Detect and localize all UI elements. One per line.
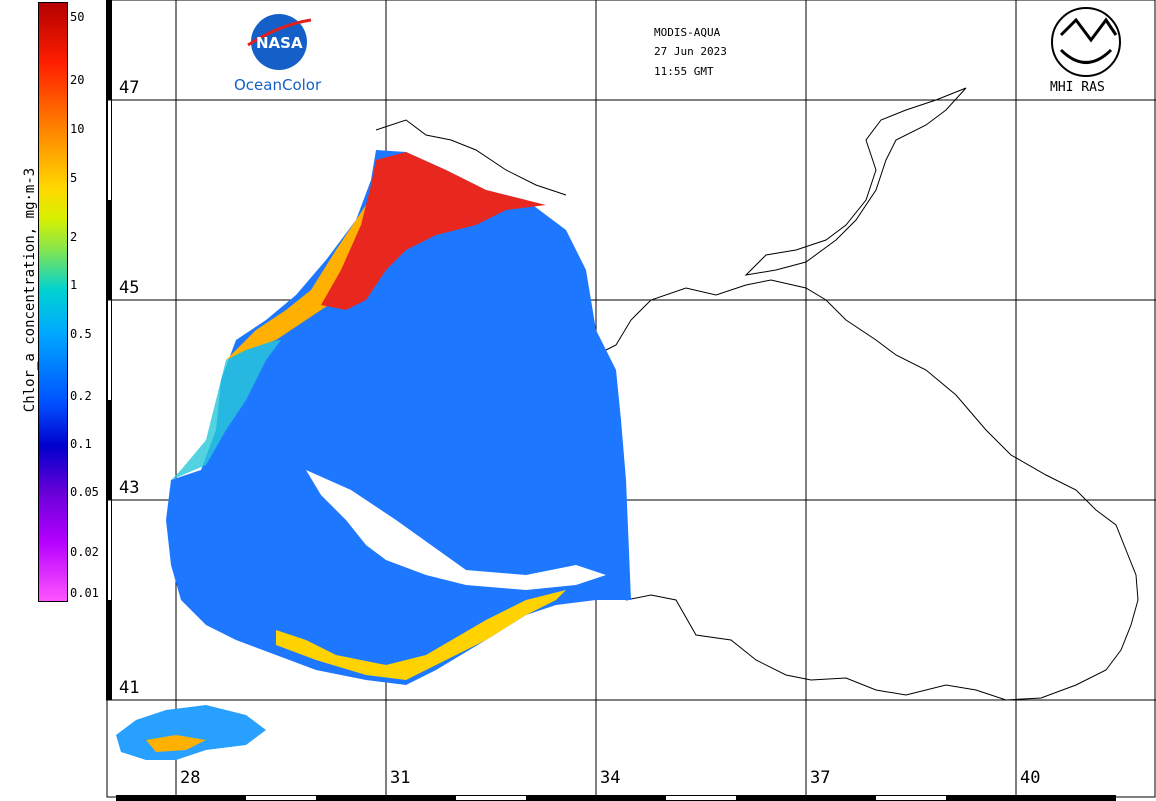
colorbar-tick-label: 0.5 <box>70 327 92 341</box>
colorbar-tick-label: 0.01 <box>70 586 99 600</box>
mhi-ras-logo-icon <box>1051 7 1121 77</box>
coastline-azov <box>744 87 967 276</box>
coastline-north <box>375 119 567 196</box>
latitude-label: 43 <box>119 478 140 498</box>
latitude-label: 41 <box>119 678 140 698</box>
colorbar-tick-label: 50 <box>70 10 85 24</box>
latitude-label: 47 <box>119 78 140 98</box>
chlorophyll-shelf <box>171 340 281 480</box>
longitude-label: 40 <box>1020 768 1041 788</box>
colorbar-title: Chlor_a concentration, mg·m-3 <box>22 167 38 413</box>
graticule <box>106 0 1156 797</box>
date-label: 27 Jun 2023 <box>654 45 727 58</box>
chlorophyll-high <box>321 152 546 310</box>
colorbar-tick-label: 0.2 <box>70 389 92 403</box>
colorbar-tick-label: 0.05 <box>70 485 99 499</box>
colorbar-tick-label: 10 <box>70 122 85 136</box>
time-label: 11:55 GMT <box>654 65 714 78</box>
longitude-label: 37 <box>810 768 831 788</box>
colorbar-tick-label: 5 <box>70 171 78 185</box>
chlorophyll-mid <box>226 170 406 360</box>
chlorophyll-marmara <box>116 705 266 760</box>
oceancolor-logo-text: OceanColor <box>234 76 322 94</box>
longitude-label: 31 <box>390 768 411 788</box>
colorbar-tick-label: 0.02 <box>70 545 99 559</box>
colorbar-tick-label: 2 <box>70 230 78 244</box>
longitude-label: 34 <box>600 768 621 788</box>
map-canvas <box>106 0 1156 801</box>
nasa-logo-icon <box>251 14 307 70</box>
chlorophyll-low <box>166 150 631 685</box>
bottom-scale-bar <box>116 795 1116 801</box>
longitude-label: 28 <box>180 768 201 788</box>
colorbar-tick-label: 20 <box>70 73 85 87</box>
nasa-logo-text: NASA <box>256 34 303 52</box>
latitude-label: 45 <box>119 278 140 298</box>
colorbar-tick-label: 1 <box>70 278 78 292</box>
coastline-east <box>595 279 1139 701</box>
chlorophyll-south-coast <box>276 590 566 680</box>
colorbar-tick-label: 0.1 <box>70 437 92 451</box>
sensor-label: MODIS-AQUA <box>654 26 721 39</box>
mhi-ras-logo-text: MHI RAS <box>1050 80 1105 95</box>
cloud-gap <box>306 470 606 590</box>
colorbar <box>38 2 68 602</box>
